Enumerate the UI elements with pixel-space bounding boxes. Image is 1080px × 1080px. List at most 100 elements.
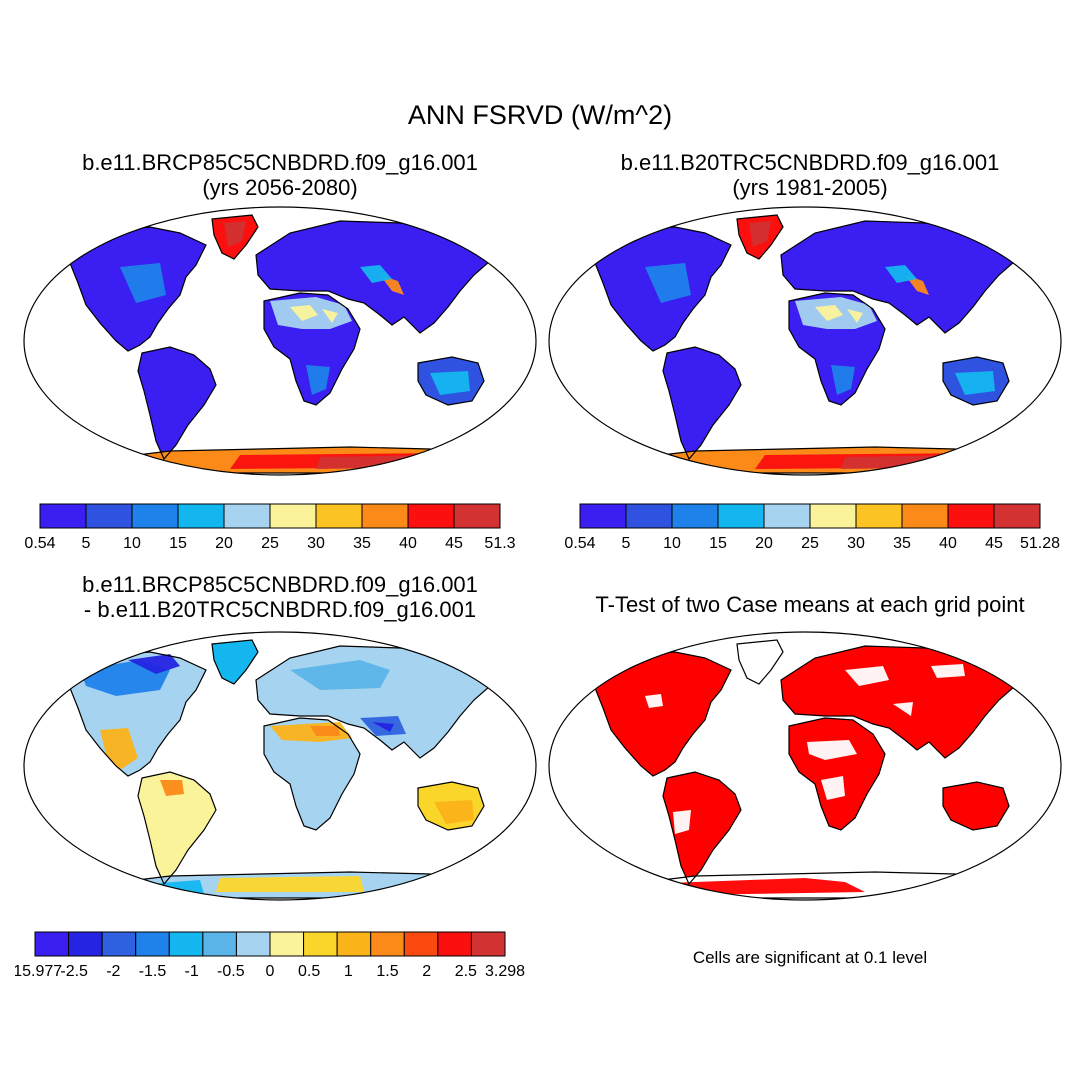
field-patch xyxy=(224,221,246,247)
coastline-africa xyxy=(788,717,886,831)
field-patch xyxy=(845,666,889,686)
colorbar-label: 1 xyxy=(344,963,353,980)
field-patch xyxy=(100,728,138,770)
field-patch xyxy=(160,780,184,796)
field-patch xyxy=(821,776,845,800)
field-patch xyxy=(290,305,318,321)
coastline-greenland xyxy=(736,639,784,685)
panel1-colorbar: 0.54 5 10 15 20 25 30 35 40 45 51.3 xyxy=(24,503,516,552)
field-patch xyxy=(310,726,340,736)
panel1-title: b.e11.BRCP85C5CNBDRD.f09_g16.001 (yrs 20… xyxy=(20,150,540,200)
colorbar-box xyxy=(947,503,995,529)
colorbar-label: 45 xyxy=(985,535,1003,552)
colorbar-box xyxy=(131,503,179,529)
field-patch xyxy=(360,265,392,283)
coastline-australia xyxy=(417,781,485,831)
field-patch xyxy=(645,263,691,303)
significance-note: Cells are significant at 0.1 level xyxy=(692,948,928,967)
field-patch xyxy=(931,664,965,678)
colorbar-label: 0 xyxy=(266,963,275,980)
land-greenland xyxy=(737,640,783,684)
colorbar-label: -1.5 xyxy=(139,963,167,980)
colorbar-label: 3.298 xyxy=(485,963,525,980)
colorbar-label: -0.5 xyxy=(217,963,245,980)
field-patch xyxy=(955,371,995,395)
panel2-title-line2: (yrs 1981-2005) xyxy=(732,175,888,200)
colorbar-box xyxy=(370,931,405,957)
coastline-namerica xyxy=(592,651,732,777)
coastline-namerica xyxy=(592,226,732,352)
colorbar-label: 0.54 xyxy=(24,535,55,552)
land-samerica xyxy=(138,347,216,459)
field-patch xyxy=(372,722,394,732)
colorbar-label: 0.5 xyxy=(298,963,320,980)
colorbar-box xyxy=(34,931,70,957)
colorbar-box xyxy=(361,503,409,529)
colorbar-label: -2 xyxy=(106,963,120,980)
coastline-samerica xyxy=(137,771,217,886)
field-patch xyxy=(893,702,913,716)
colorbar-box xyxy=(269,931,305,957)
panel1-map xyxy=(23,206,537,476)
land-samerica xyxy=(138,772,216,884)
colorbar-box xyxy=(235,931,271,957)
colorbar-box xyxy=(403,931,439,957)
coastline-australia xyxy=(417,356,485,406)
panel2-title: b.e11.B20TRC5CNBDRD.f09_g16.001 (yrs 198… xyxy=(550,150,1070,200)
colorbar-box xyxy=(579,503,627,529)
map-frame xyxy=(548,631,1062,901)
colorbar-label: 51.28 xyxy=(1020,535,1060,552)
coastline-namerica xyxy=(67,226,207,352)
coastline-africa xyxy=(263,292,361,406)
coastline-greenland xyxy=(211,639,259,685)
colorbar-label: 35 xyxy=(353,535,371,552)
colorbar-label: 51.3 xyxy=(484,535,515,552)
colorbar-label: 30 xyxy=(307,535,325,552)
colorbar-box xyxy=(223,503,271,529)
colorbar-label: 40 xyxy=(939,535,957,552)
field-patch xyxy=(216,876,364,892)
coastline-africa xyxy=(263,717,361,831)
colorbar-box xyxy=(763,503,811,529)
colorbar-label: 25 xyxy=(801,535,819,552)
coastline-namerica xyxy=(67,651,207,777)
colorbar-box xyxy=(39,503,87,529)
panel4-title-line1: T-Test of two Case means at each grid po… xyxy=(595,592,1025,617)
panel3-title-line2: - b.e11.B20TRC5CNBDRD.f09_g16.001 xyxy=(83,597,477,622)
colorbar-label: 15 xyxy=(709,535,727,552)
field-patch xyxy=(322,309,338,323)
colorbar-box xyxy=(407,503,455,529)
coastline-australia xyxy=(942,781,1010,831)
panel4-title: T-Test of two Case means at each grid po… xyxy=(550,592,1070,617)
panel3-title: b.e11.BRCP85C5CNBDRD.f09_g16.001 - b.e11… xyxy=(20,572,540,622)
colorbar-label: -2.5 xyxy=(60,963,88,980)
field-patch xyxy=(841,455,981,469)
field-patch xyxy=(885,265,917,283)
panel3-map xyxy=(23,631,537,901)
panel3-colorbar: -15.977-2.5 -2 -1.5 -1 -0.5 0 0.5 1 1.5 2 2.5 3.298 xyxy=(15,931,525,980)
colorbar-label: 40 xyxy=(399,535,417,552)
colorbar-label: 20 xyxy=(755,535,773,552)
colorbar-box xyxy=(202,931,237,957)
colorbar-label: 20 xyxy=(215,535,233,552)
colorbar-label: 10 xyxy=(123,535,141,552)
field-patch xyxy=(306,365,330,395)
colorbar-box xyxy=(625,503,673,529)
colorbar-box xyxy=(809,503,857,529)
colorbar-label: 5 xyxy=(622,535,631,552)
colorbar-box xyxy=(101,931,137,957)
colorbar-box xyxy=(470,931,506,957)
colorbar-box xyxy=(437,931,472,957)
colorbar-label: -15.977 xyxy=(15,963,62,980)
colorbar-label: 1.5 xyxy=(376,963,398,980)
coastline-samerica xyxy=(662,346,742,461)
field-patch xyxy=(815,305,843,321)
colorbar-box xyxy=(68,931,103,957)
map-frame xyxy=(23,631,537,901)
colorbar-label: 35 xyxy=(893,535,911,552)
colorbar-box xyxy=(717,503,765,529)
field-patch xyxy=(673,810,691,834)
land-africa xyxy=(264,718,360,830)
field-patch xyxy=(316,455,456,469)
panel2-title-line1: b.e11.B20TRC5CNBDRD.f09_g16.001 xyxy=(620,150,1000,175)
